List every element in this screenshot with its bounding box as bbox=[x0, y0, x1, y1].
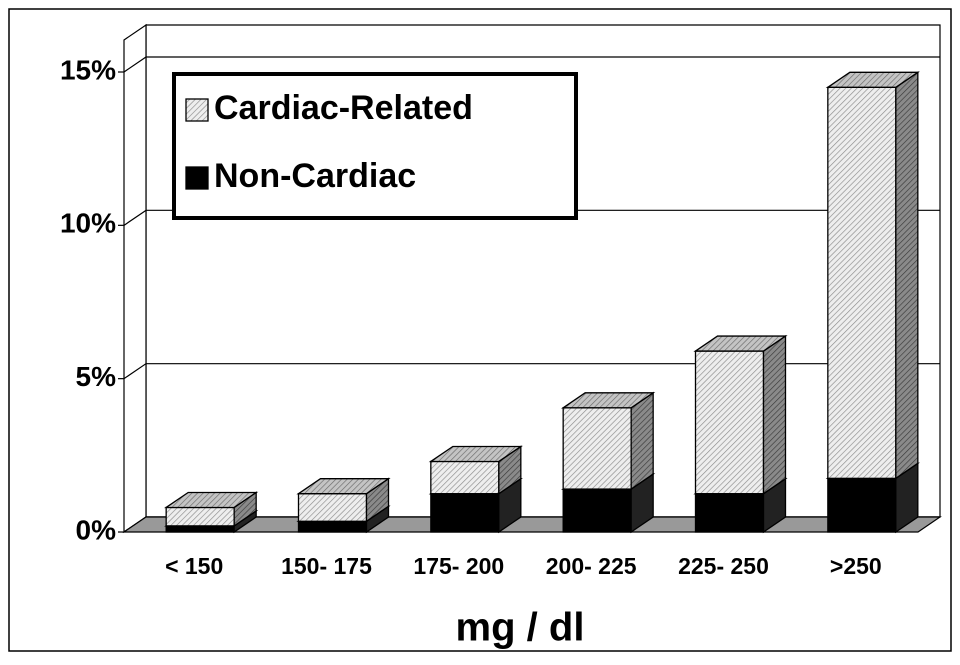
bar-top bbox=[693, 335, 788, 352]
bar-top bbox=[296, 478, 391, 495]
side-wall bbox=[123, 23, 147, 534]
bar-top bbox=[825, 71, 920, 88]
x-tick-label: < 150 bbox=[165, 553, 223, 579]
x-tick-label: 150- 175 bbox=[281, 553, 372, 579]
y-tick-label: 10% bbox=[60, 208, 116, 239]
bar-top bbox=[164, 491, 259, 509]
bar-segment bbox=[694, 493, 765, 533]
bar-segment bbox=[297, 520, 368, 533]
y-tick-label: 15% bbox=[60, 54, 116, 85]
x-tick-label: 225- 250 bbox=[678, 553, 769, 579]
legend-label: Non-Cardiac bbox=[214, 157, 416, 195]
bar-segment bbox=[297, 493, 368, 522]
bar-segment bbox=[562, 488, 632, 533]
bar-segment bbox=[165, 525, 235, 533]
y-tick-label: 0% bbox=[76, 514, 117, 545]
bar-side bbox=[762, 334, 787, 495]
bar-top bbox=[428, 445, 523, 463]
grid-line bbox=[123, 209, 940, 226]
bar-segment bbox=[694, 350, 765, 495]
legend-box bbox=[172, 72, 578, 220]
legend-label: Cardiac-Related bbox=[214, 89, 473, 127]
x-tick-label: 175- 200 bbox=[413, 553, 504, 579]
x-axis-title: mg / dl bbox=[456, 606, 585, 650]
bar-segment bbox=[165, 506, 235, 527]
bar-segment bbox=[430, 493, 500, 533]
bar-segment bbox=[562, 407, 632, 490]
bar-segment bbox=[430, 460, 500, 495]
bar-side bbox=[630, 391, 654, 491]
bar-side bbox=[895, 71, 919, 480]
grid-line bbox=[123, 56, 940, 73]
grid-line bbox=[123, 363, 940, 380]
x-tick-label: >250 bbox=[830, 553, 882, 579]
legend-swatch bbox=[185, 98, 209, 122]
bar-segment bbox=[827, 86, 897, 479]
y-tick-label: 5% bbox=[76, 361, 117, 392]
bar-segment bbox=[827, 477, 897, 533]
x-tick-label: 200- 225 bbox=[546, 553, 637, 579]
legend-swatch bbox=[185, 166, 209, 190]
bar-top bbox=[561, 392, 656, 409]
frame bbox=[8, 8, 952, 652]
